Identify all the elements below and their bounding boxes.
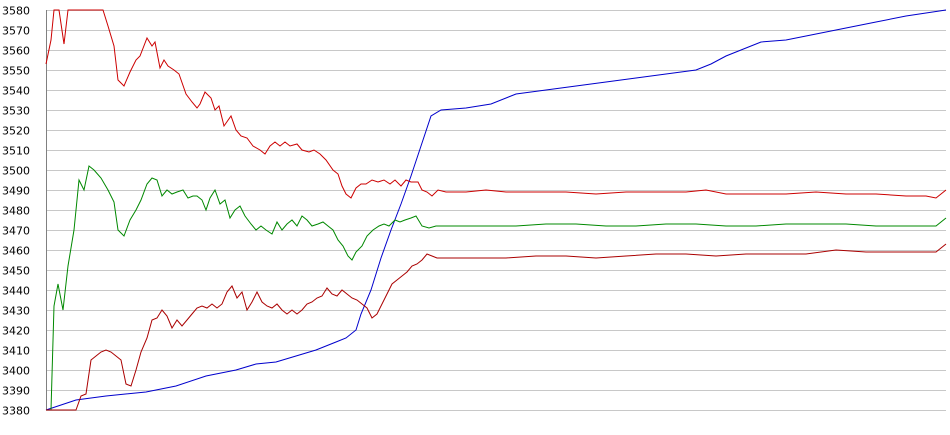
- y-tick-label: 3560: [2, 45, 30, 58]
- series-line-4: [46, 243, 947, 411]
- y-tick-label: 3540: [2, 85, 30, 98]
- y-axis-ticks: 3380 3390 3400 3410 3420 3430 3440 3450 3460 3470…: [2, 5, 30, 418]
- y-tick-label: 3390: [2, 385, 30, 398]
- series-line-3: [46, 165, 947, 411]
- y-tick-label: 3550: [2, 65, 30, 78]
- y-tick-label: 3460: [2, 245, 30, 258]
- y-tick-label: 3500: [2, 165, 30, 178]
- y-tick-label: 3470: [2, 225, 30, 238]
- y-tick-label: 3380: [2, 405, 30, 418]
- series-line-1: [45, 9, 947, 411]
- series-layer: [45, 9, 947, 411]
- y-tick-label: 3400: [2, 365, 30, 378]
- y-tick-label: 3580: [2, 5, 30, 18]
- y-tick-label: 3440: [2, 285, 30, 298]
- y-tick-label: 3510: [2, 145, 30, 158]
- y-tick-label: 3430: [2, 305, 30, 318]
- series-line-2: [45, 9, 947, 199]
- y-tick-label: 3480: [2, 205, 30, 218]
- y-tick-label: 3410: [2, 345, 30, 358]
- y-tick-label: 3570: [2, 25, 30, 38]
- y-tick-label: 3450: [2, 265, 30, 278]
- y-tick-label: 3420: [2, 325, 30, 338]
- y-tick-label: 3530: [2, 105, 30, 118]
- grid-layer: [46, 10, 946, 411]
- y-tick-label: 3490: [2, 185, 30, 198]
- y-tick-label: 3520: [2, 125, 30, 138]
